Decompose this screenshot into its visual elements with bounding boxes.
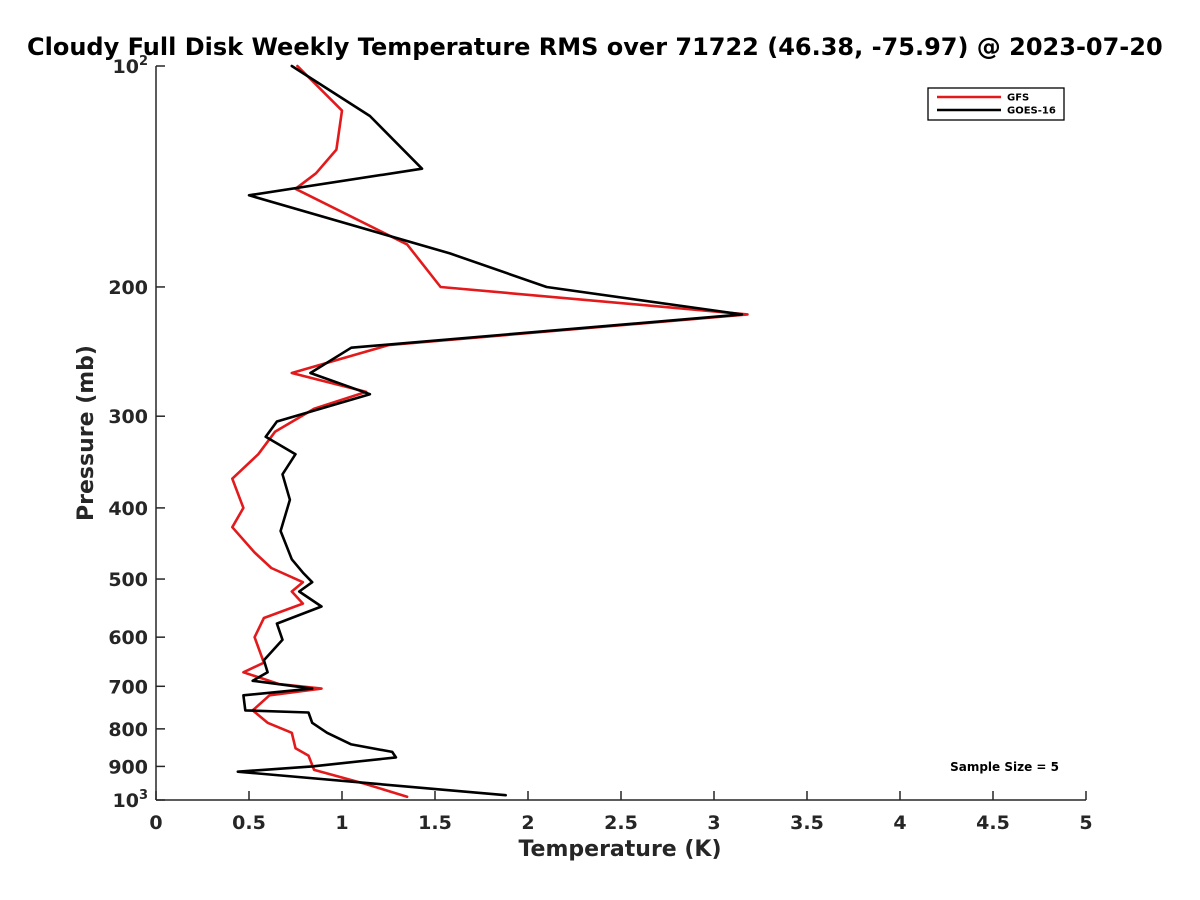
x-tick-label: 3.5: [790, 812, 824, 834]
x-tick-label: 0.5: [232, 812, 266, 834]
x-tick-label: 1.5: [418, 812, 452, 834]
series-line-gfs: [231, 64, 749, 799]
series-lines: [231, 64, 749, 799]
y-tick-base: 10: [113, 56, 139, 78]
x-axis-label: Temperature (K): [518, 837, 721, 862]
y-tick-label: 900: [108, 756, 148, 778]
y-tick-label: 400: [108, 498, 148, 520]
x-tick-label: 2: [521, 812, 534, 834]
x-tick-label: 3: [707, 812, 720, 834]
sample-size-annotation: Sample Size = 5: [950, 760, 1059, 774]
x-tick-label: 2.5: [604, 812, 638, 834]
y-tick-label: 500: [108, 569, 148, 591]
legend-box: [927, 87, 1065, 121]
y-tick-base: 10: [113, 790, 139, 812]
y-tick-label: 600: [108, 627, 148, 649]
y-tick-label: 200: [108, 277, 148, 299]
y-tick-label: 700: [108, 676, 148, 698]
legend: GFS GOES-16: [927, 87, 1065, 121]
plot-area: 0 0.5 1 1.5 2 2.5 3 3.5 4 4.5 5 102200300400500600…: [108, 54, 1092, 834]
y-tick-label: 102: [113, 54, 149, 78]
legend-entry-label: GOES-16: [1007, 106, 1056, 117]
x-tick-label: 4.5: [976, 812, 1010, 834]
x-tick-label: 4: [893, 812, 906, 834]
y-tick-exponent: 3: [139, 788, 148, 803]
legend-entry-label: GFS: [1007, 93, 1029, 104]
y-tick-label: 103: [113, 788, 149, 812]
y-tick-label: 800: [108, 719, 148, 741]
x-tick-label: 1: [335, 812, 348, 834]
y-axis-label: Pressure (mb): [74, 345, 99, 521]
y-tick-label: 300: [108, 406, 148, 428]
series-line-goes-16: [236, 64, 744, 797]
x-tick-label: 5: [1079, 812, 1092, 834]
x-axis-ticks: 0 0.5 1 1.5 2 2.5 3 3.5 4 4.5 5: [149, 791, 1093, 834]
chart-title: Cloudy Full Disk Weekly Temperature RMS …: [27, 33, 1163, 61]
y-tick-exponent: 2: [139, 54, 148, 69]
x-tick-label: 0: [149, 812, 162, 834]
